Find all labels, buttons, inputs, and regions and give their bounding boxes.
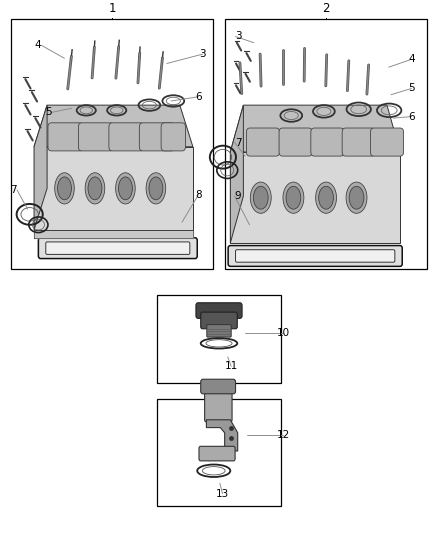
FancyBboxPatch shape bbox=[342, 128, 375, 156]
FancyBboxPatch shape bbox=[205, 384, 232, 422]
FancyBboxPatch shape bbox=[371, 128, 403, 156]
Polygon shape bbox=[230, 105, 244, 243]
FancyBboxPatch shape bbox=[109, 123, 144, 151]
Text: 6: 6 bbox=[195, 92, 201, 102]
Ellipse shape bbox=[349, 186, 364, 209]
FancyBboxPatch shape bbox=[201, 312, 237, 329]
FancyBboxPatch shape bbox=[228, 246, 402, 266]
Ellipse shape bbox=[346, 182, 367, 213]
FancyBboxPatch shape bbox=[201, 379, 236, 394]
Text: 6: 6 bbox=[408, 111, 415, 122]
Ellipse shape bbox=[316, 182, 336, 213]
Polygon shape bbox=[230, 105, 400, 152]
Text: 13: 13 bbox=[216, 489, 229, 499]
FancyBboxPatch shape bbox=[247, 128, 279, 156]
Ellipse shape bbox=[85, 173, 105, 204]
Bar bbox=[11, 19, 213, 269]
Polygon shape bbox=[230, 152, 400, 243]
Text: 7: 7 bbox=[11, 185, 17, 195]
Bar bbox=[225, 19, 427, 269]
Ellipse shape bbox=[319, 186, 333, 209]
Text: 4: 4 bbox=[35, 41, 42, 50]
Ellipse shape bbox=[149, 177, 163, 200]
FancyBboxPatch shape bbox=[139, 123, 175, 151]
Ellipse shape bbox=[286, 186, 301, 209]
FancyBboxPatch shape bbox=[39, 238, 197, 259]
Ellipse shape bbox=[118, 177, 132, 200]
Text: 8: 8 bbox=[195, 190, 202, 199]
Text: 2: 2 bbox=[322, 2, 330, 15]
Polygon shape bbox=[34, 105, 193, 147]
FancyBboxPatch shape bbox=[161, 123, 185, 151]
Text: 3: 3 bbox=[236, 31, 242, 42]
Ellipse shape bbox=[283, 182, 304, 213]
Polygon shape bbox=[34, 230, 193, 238]
Text: 5: 5 bbox=[45, 108, 51, 117]
FancyBboxPatch shape bbox=[311, 128, 344, 156]
Polygon shape bbox=[206, 420, 238, 451]
FancyBboxPatch shape bbox=[46, 242, 190, 254]
Text: 5: 5 bbox=[408, 84, 415, 93]
Text: 10: 10 bbox=[276, 328, 290, 338]
Ellipse shape bbox=[88, 177, 102, 200]
Ellipse shape bbox=[251, 182, 271, 213]
Ellipse shape bbox=[116, 173, 135, 204]
FancyBboxPatch shape bbox=[199, 446, 235, 461]
Ellipse shape bbox=[146, 173, 166, 204]
Text: 4: 4 bbox=[408, 54, 415, 64]
Ellipse shape bbox=[253, 186, 268, 209]
FancyBboxPatch shape bbox=[236, 250, 395, 262]
Text: 3: 3 bbox=[199, 49, 206, 59]
FancyBboxPatch shape bbox=[196, 303, 242, 318]
Polygon shape bbox=[34, 147, 193, 230]
Ellipse shape bbox=[57, 177, 71, 200]
Text: 7: 7 bbox=[235, 138, 241, 148]
Ellipse shape bbox=[55, 173, 74, 204]
Bar bbox=[157, 399, 281, 506]
Text: 11: 11 bbox=[225, 361, 238, 371]
Bar bbox=[157, 295, 281, 383]
FancyBboxPatch shape bbox=[279, 128, 312, 156]
Text: 9: 9 bbox=[235, 191, 241, 201]
Polygon shape bbox=[34, 105, 47, 230]
Text: 12: 12 bbox=[276, 430, 290, 440]
FancyBboxPatch shape bbox=[78, 123, 114, 151]
FancyBboxPatch shape bbox=[207, 325, 231, 337]
FancyBboxPatch shape bbox=[48, 123, 83, 151]
Text: 1: 1 bbox=[108, 2, 116, 15]
